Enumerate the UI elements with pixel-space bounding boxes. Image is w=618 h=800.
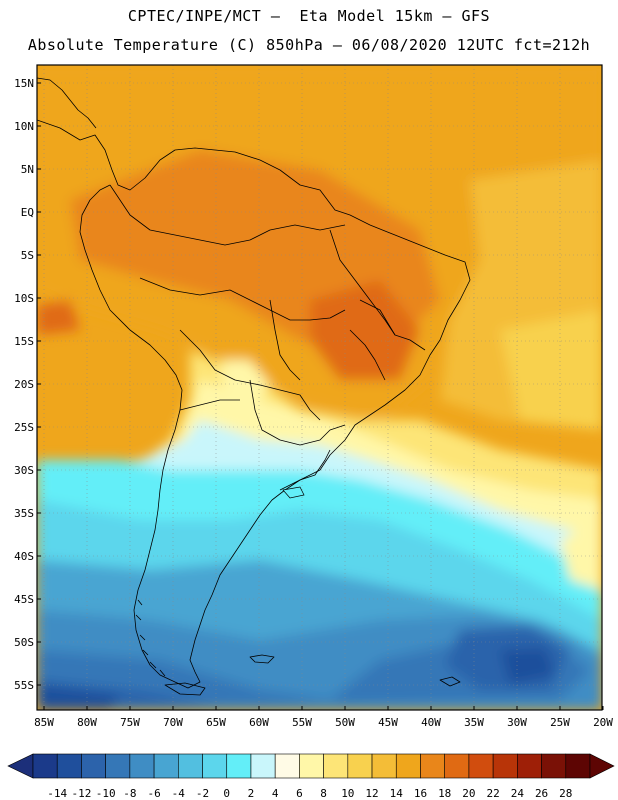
colorbar-tick-labels: -14 -12 -10 -8 -6 -4 -2 0 2 4 6 8 10 12 14 16 18 20 22 24 26… <box>47 787 572 800</box>
temperature-field <box>37 65 602 710</box>
lon-label-50w: 50W <box>335 716 355 729</box>
colorbar-swatch <box>105 753 131 779</box>
colorbar-tick-label: 14 <box>390 787 404 800</box>
colorbar-tick-label: 18 <box>438 787 451 800</box>
colorbar-swatch <box>129 753 155 779</box>
colorbar-tick-label: 10 <box>341 787 354 800</box>
colorbar-swatch <box>226 753 252 779</box>
colorbar-swatch <box>444 753 470 779</box>
lat-label-55s: 55S <box>14 679 34 692</box>
colorbar-tick-label: 0 <box>223 787 230 800</box>
lat-label-10n: 10N <box>14 120 34 133</box>
colorbar-swatch <box>153 753 179 779</box>
colorbar-tick-label: -2 <box>196 787 209 800</box>
lon-label-40w: 40W <box>421 716 441 729</box>
map-frame <box>36 64 603 711</box>
colorbar-swatch <box>371 753 397 779</box>
lat-label-15s: 15S <box>14 335 34 348</box>
colorbar-swatch <box>323 753 349 779</box>
colorbar-tick-label: -6 <box>147 787 160 800</box>
colorbar-tick-label: 12 <box>365 787 378 800</box>
latitude-labels: 15N 10N 5N EQ 5S 10S 15S 20S 25S 30S 35S 40S 45S 50S 5… <box>14 77 41 692</box>
lat-label-5s: 5S <box>21 249 34 262</box>
lon-label-45w: 45W <box>378 716 398 729</box>
colorbar-under-arrow <box>7 753 34 779</box>
coastlines <box>37 77 471 696</box>
colorbar-tick-label: -14 <box>47 787 67 800</box>
lon-label-70w: 70W <box>163 716 183 729</box>
lon-label-35w: 35W <box>464 716 484 729</box>
colorbar-tick-label: -4 <box>172 787 186 800</box>
lon-label-60w: 60W <box>249 716 269 729</box>
lat-label-10s: 10S <box>14 292 34 305</box>
colorbar-tick-label: 28 <box>559 787 572 800</box>
lon-label-30w: 30W <box>507 716 527 729</box>
longitude-labels: 85W 80W 75W 70W 65W 60W 55W 50W 45W 40W 35W 30W 25W 2… <box>34 706 613 729</box>
colorbar-tick-label: 6 <box>296 787 303 800</box>
colorbar-swatch <box>420 753 445 779</box>
colorbar-tick-label: 20 <box>462 787 475 800</box>
colorbar-tick-label: 16 <box>414 787 427 800</box>
colorbar-swatch <box>274 753 300 779</box>
colorbar-swatch <box>347 753 373 779</box>
lon-label-75w: 75W <box>120 716 140 729</box>
colorbar-swatch <box>202 753 228 779</box>
lon-label-65w: 65W <box>206 716 226 729</box>
colorbar <box>7 753 615 779</box>
lat-label-25s: 25S <box>14 421 34 434</box>
lat-label-40s: 40S <box>14 550 34 563</box>
colorbar-tick-label: 26 <box>535 787 548 800</box>
colorbar-swatch <box>299 753 324 779</box>
lat-label-50s: 50S <box>14 636 34 649</box>
colorbar-over-arrow <box>589 753 615 779</box>
lat-label-5n: 5N <box>21 163 34 176</box>
colorbar-tick-label: -10 <box>96 787 116 800</box>
colorbar-swatch <box>468 753 494 779</box>
colorbar-tick-label: 22 <box>487 787 500 800</box>
colorbar-tick-label: 8 <box>320 787 327 800</box>
map-subtitle: Absolute Temperature (C) 850hPa – 06/08/… <box>27 36 591 54</box>
colorbar-swatch <box>565 753 591 779</box>
lon-label-85w: 85W <box>34 716 54 729</box>
colorbar-tick-label: -8 <box>123 787 136 800</box>
colorbar-swatch <box>395 753 421 779</box>
lat-label-45s: 45S <box>14 593 34 606</box>
colorbar-swatch <box>250 753 276 779</box>
lon-label-20w: 20W <box>593 716 613 729</box>
lat-label-35s: 35S <box>14 507 34 520</box>
lon-label-80w: 80W <box>77 716 97 729</box>
colorbar-tick-label: 2 <box>248 787 255 800</box>
colorbar-swatch <box>81 753 106 779</box>
colorbar-swatch <box>541 753 567 779</box>
lon-label-55w: 55W <box>292 716 312 729</box>
lat-label-15n: 15N <box>14 77 34 90</box>
colorbar-swatch <box>56 753 82 779</box>
lat-label-30s: 30S <box>14 464 34 477</box>
lat-label-20s: 20S <box>14 378 34 391</box>
colorbar-swatch <box>178 753 203 779</box>
colorbar-swatch <box>492 753 518 779</box>
colorbar-swatch <box>517 753 542 779</box>
colorbar-tick-label: -12 <box>71 787 91 800</box>
lon-label-25w: 25W <box>550 716 570 729</box>
colorbar-swatch <box>32 753 58 779</box>
map-title: CPTEC/INPE/MCT – Eta Model 15km – GFS <box>127 7 491 25</box>
colorbar-tick-label: 24 <box>511 787 525 800</box>
colorbar-tick-label: 4 <box>272 787 279 800</box>
lat-label-eq: EQ <box>21 206 34 219</box>
